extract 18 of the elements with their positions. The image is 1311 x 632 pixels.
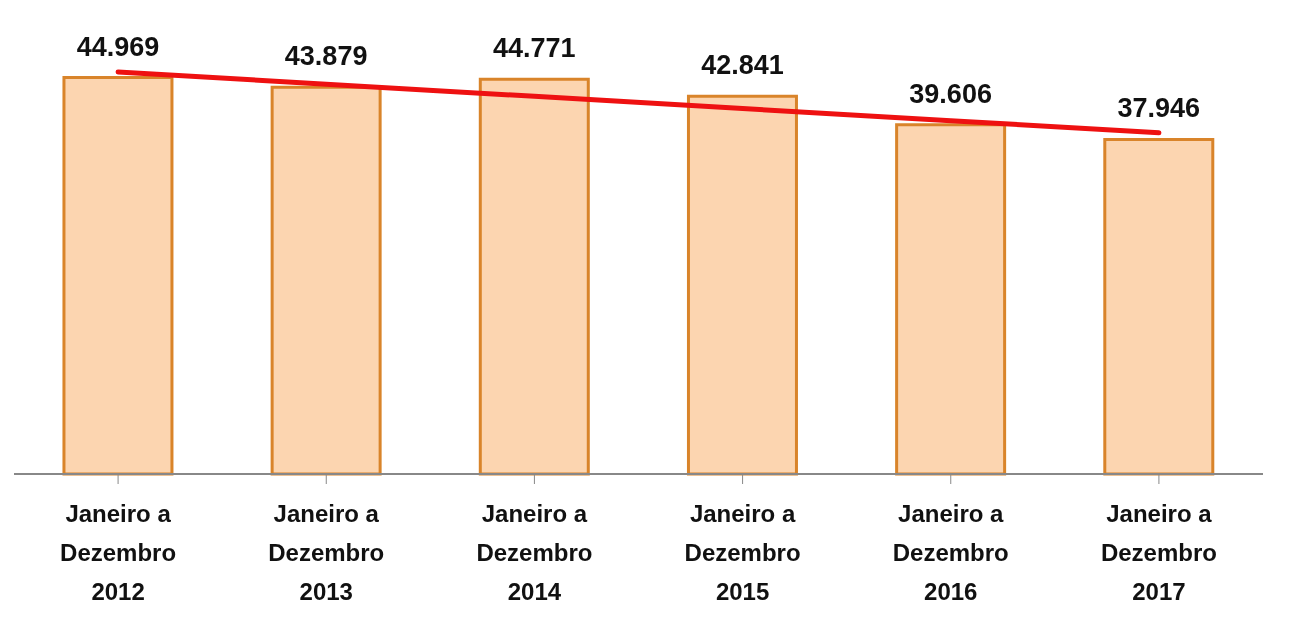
data-label: 44.771 xyxy=(493,33,576,64)
bar xyxy=(478,77,590,476)
bar xyxy=(62,76,174,476)
data-label: 42.841 xyxy=(701,50,784,81)
bar xyxy=(1103,137,1215,476)
bar xyxy=(686,94,798,476)
data-label: 44.969 xyxy=(76,31,160,62)
x-tick-label: Janeiro a Dezembro 2012 xyxy=(60,500,177,605)
x-tick-label: Janeiro a Dezembro 2014 xyxy=(476,500,593,605)
bar xyxy=(895,123,1007,476)
x-tick-label: Janeiro a Dezembro 2017 xyxy=(1100,500,1217,605)
data-label: 39.606 xyxy=(909,78,992,109)
x-tick-label: Janeiro a Dezembro 2013 xyxy=(268,500,385,605)
x-tick-label: Janeiro a Dezembro 2015 xyxy=(684,500,801,605)
data-label: 43.879 xyxy=(284,41,368,72)
x-tick-label: Janeiro a Dezembro 2016 xyxy=(892,500,1009,605)
data-label: 37.946 xyxy=(1117,93,1201,124)
bar xyxy=(270,85,382,476)
